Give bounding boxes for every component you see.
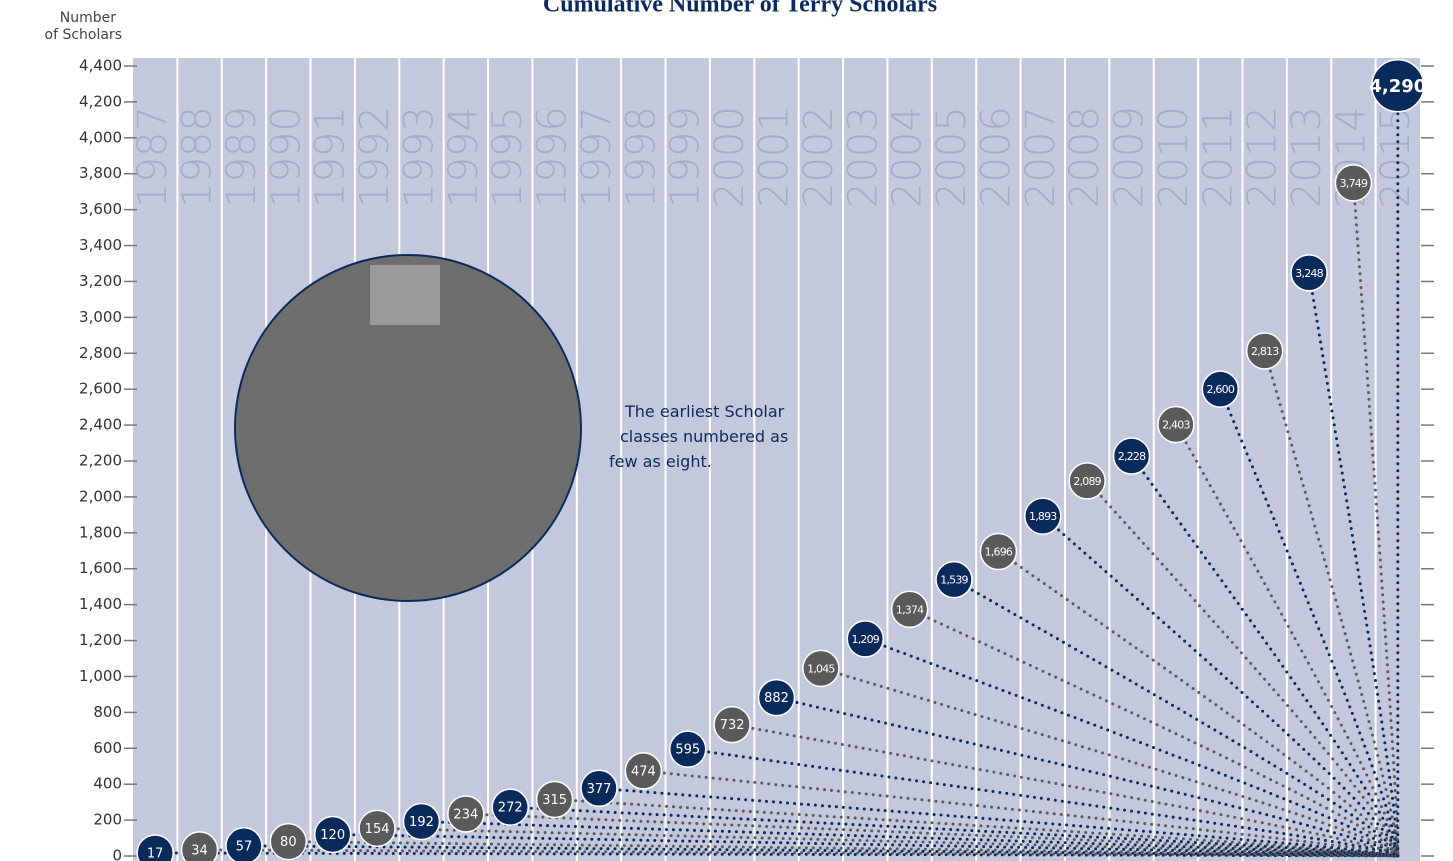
data-label: 882	[764, 691, 789, 706]
data-label: 2,403	[1162, 419, 1190, 432]
y-tick-label: 600	[93, 739, 122, 757]
x-category-label: 2015	[1373, 106, 1419, 208]
y-tick-label: 200	[93, 811, 122, 829]
x-category-label: 1988	[175, 106, 221, 208]
y-tick-label: 4,200	[79, 92, 122, 110]
data-label: 34	[191, 843, 208, 858]
y-tick-label: 3,200	[79, 272, 122, 290]
data-label: 1,539	[940, 574, 968, 587]
data-label: 4,290	[1369, 76, 1426, 97]
x-category-label: 2009	[1107, 106, 1153, 208]
x-category-label: 2010	[1151, 106, 1197, 208]
data-label: 3,749	[1340, 177, 1368, 190]
x-category-label: 1993	[396, 106, 442, 208]
data-label: 595	[675, 743, 700, 758]
data-label: 2,228	[1118, 450, 1146, 463]
x-category-label: 2013	[1284, 106, 1330, 208]
data-label: 272	[498, 801, 523, 816]
x-category-label: 1989	[219, 106, 265, 208]
x-category-label: 1992	[352, 106, 398, 208]
y-tick-label: 1,800	[79, 523, 122, 541]
y-tick-label: 2,400	[79, 416, 122, 434]
x-category-label: 2012	[1240, 106, 1286, 208]
x-category-label: 1996	[530, 106, 576, 208]
chart-title: Cumulative Number of Terry Scholars	[543, 0, 937, 18]
x-category-label: 1990	[263, 106, 309, 208]
data-label: 3,248	[1295, 267, 1323, 280]
x-category-label: 2003	[840, 106, 886, 208]
y-tick-label: 2,800	[79, 344, 122, 362]
x-category-label: 2001	[752, 106, 798, 208]
data-label: 154	[365, 822, 390, 837]
data-label: 474	[631, 764, 656, 779]
x-category-label: 2005	[929, 106, 975, 208]
x-category-label: 1987	[130, 106, 176, 208]
data-label: 1,045	[807, 662, 835, 675]
data-label: 17	[147, 846, 164, 861]
x-category-label: 2008	[1062, 106, 1108, 208]
data-label: 80	[280, 835, 297, 850]
y-tick-label: 1,200	[79, 631, 122, 649]
chart: Cumulative Number of Terry Scholars Numb…	[0, 0, 1453, 861]
y-tick-label: 3,600	[79, 200, 122, 218]
y-tick-label: 2,600	[79, 380, 122, 398]
x-category-label: 2007	[1018, 106, 1064, 208]
y-tick-label: 2,200	[79, 452, 122, 470]
data-label: 2,089	[1073, 475, 1101, 488]
y-tick-label: 3,400	[79, 236, 122, 254]
y-tick-label: 1,000	[79, 667, 122, 685]
data-label: 315	[542, 793, 567, 808]
x-category-label: 1994	[441, 106, 487, 208]
y-tick-label: 4,000	[79, 128, 122, 146]
x-category-label: 2000	[707, 106, 753, 208]
x-category-label: 1991	[308, 106, 354, 208]
data-label: 1,209	[852, 633, 880, 646]
y-tick-label: 2,000	[79, 487, 122, 505]
data-label: 377	[587, 782, 612, 797]
data-label: 57	[236, 839, 253, 854]
x-category-label: 2004	[885, 106, 931, 208]
x-category-label: 1998	[618, 106, 664, 208]
y-tick-label: 1,600	[79, 559, 122, 577]
data-label: 234	[453, 807, 478, 822]
data-label: 1,374	[896, 603, 924, 616]
data-label: 2,813	[1251, 345, 1279, 358]
data-label: 732	[720, 718, 745, 733]
y-tick-label: 0	[112, 847, 122, 861]
x-category-label: 2002	[796, 106, 842, 208]
data-label: 2,600	[1207, 383, 1235, 396]
x-category-label: 1995	[485, 106, 531, 208]
y-tick-label: 3,800	[79, 164, 122, 182]
x-category-label: 1999	[663, 106, 709, 208]
x-category-label: 1997	[574, 106, 620, 208]
photo-detail	[370, 265, 440, 325]
y-tick-label: 400	[93, 775, 122, 793]
y-tick-label: 4,400	[79, 57, 122, 75]
data-label: 1,893	[1029, 510, 1057, 523]
data-label: 120	[320, 828, 345, 843]
data-label: 192	[409, 815, 434, 830]
y-tick-label: 1,400	[79, 595, 122, 613]
y-tick-label: 800	[93, 703, 122, 721]
data-label: 1,696	[985, 545, 1013, 558]
x-category-label: 2006	[973, 106, 1019, 208]
x-category-label: 2011	[1195, 106, 1241, 208]
y-tick-label: 3,000	[79, 308, 122, 326]
